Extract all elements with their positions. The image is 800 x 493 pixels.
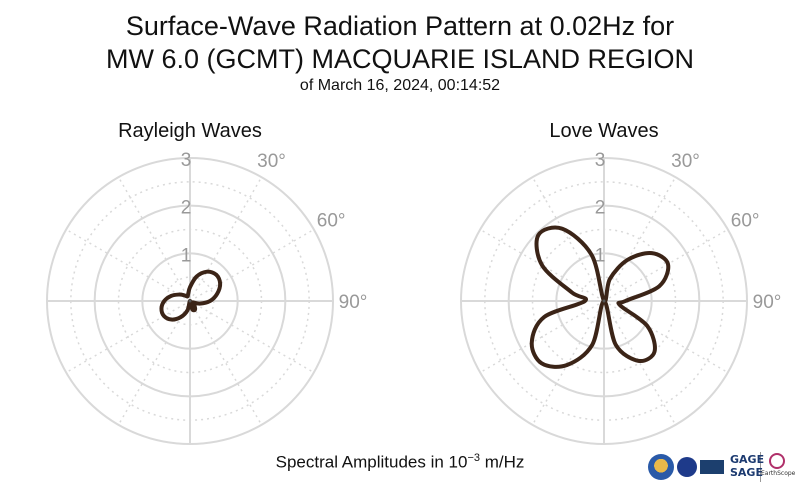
love-angle-label: 60° [731,211,760,232]
love-spoke-330 [531,176,605,302]
rayleigh-r-tick-label: 1 [181,245,192,266]
rayleigh-angle-label: 90° [339,292,368,313]
rayleigh-spoke-60 [189,228,315,302]
rayleigh-r-tick-label: 3 [181,150,192,171]
love-panel-title: Love Waves [549,120,658,142]
chart-title-line2: MW 6.0 (GCMT) MACQUARIE ISLAND REGION [105,44,695,74]
rayleigh-center-point [188,299,192,303]
love-r-tick-label: 2 [595,198,606,219]
chart-title-line1: Surface-Wave Radiation Pattern at 0.02Hz… [125,11,675,41]
gage-text: GAGE [730,453,765,466]
amplitude-units-caption: Spectral Amplitudes in 10−3 m/Hz [0,452,800,473]
rayleigh-panel-title: Rayleigh Waves [118,120,262,142]
nasa-logo-icon [677,457,697,477]
rayleigh-spoke-330 [117,176,191,302]
units-prefix: Spectral Amplitudes in 10 [275,452,468,472]
rayleigh-angle-label: 60° [317,211,346,232]
gage-sage-logo: GAGE SAGE [728,452,765,482]
earthscope-ring-icon [769,453,785,469]
love-angle-label: 30° [671,151,700,172]
earthscope-text: EarthScope [761,470,796,477]
love-angle-label: 90° [753,292,782,313]
chart-subtitle: of March 16, 2024, 00:14:52 [299,77,501,94]
rayleigh-angle-label: 30° [257,151,286,172]
units-exponent: −3 [467,452,480,464]
love-r-tick-label: 1 [595,245,606,266]
earthscope-logo: EarthScope [761,453,796,483]
rayleigh-spoke-150 [189,300,263,426]
nsf-logo-icon [648,454,674,480]
usgs-logo-icon [700,460,724,474]
rayleigh-r-tick-label: 2 [181,198,192,219]
units-suffix: m/Hz [480,452,525,472]
love-r-tick-label: 3 [595,150,606,171]
sponsor-logos: GAGE SAGE EarthScope [648,452,796,484]
love-center-point [602,299,606,303]
rayleigh-spoke-300 [65,228,191,302]
sage-text: SAGE [730,466,763,479]
